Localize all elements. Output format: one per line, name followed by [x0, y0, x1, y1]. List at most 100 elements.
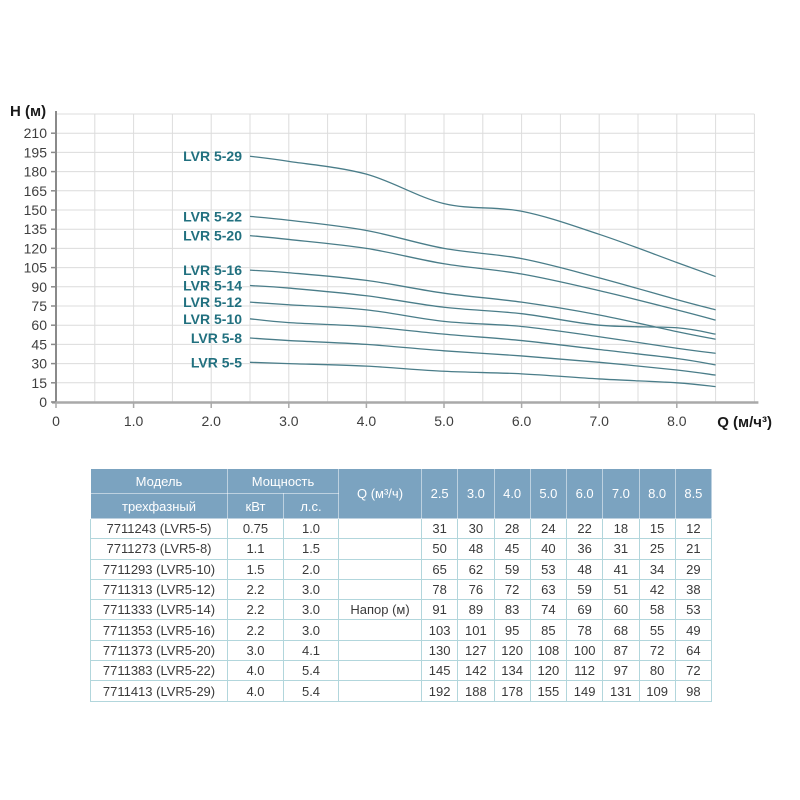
header-hp: л.с.: [282, 493, 340, 519]
model-cell: 7711353 (LVR5-16): [90, 619, 228, 641]
value-cell: 112: [566, 660, 604, 682]
value-cell: 36: [566, 538, 604, 560]
curve-LVR-5-5: [249, 361, 716, 388]
value-cell: 51: [602, 578, 640, 601]
napor-cell: [338, 619, 423, 641]
series-label-LVR-5-29: LVR 5-29: [183, 148, 242, 164]
y-tick-label: 15: [31, 375, 47, 391]
napor-cell: [338, 639, 423, 662]
value-cell: 120: [493, 639, 531, 662]
kw-cell: 2.2: [227, 619, 284, 641]
value-cell: 155: [529, 680, 568, 702]
value-cell: 68: [602, 619, 640, 641]
y-tick-label: 60: [31, 317, 47, 333]
table-row: 7711293 (LVR5-10) 1.5 2.0 65 62 59 53 48 41 34 29: [90, 558, 713, 580]
table-row: 7711243 (LVR5-5) 0.75 1.0 31 30 28 24 22 18 15 12: [90, 517, 713, 540]
x-tick-label: 0: [52, 413, 60, 429]
y-tick-label: 180: [24, 164, 48, 180]
y-tick-label: 165: [24, 183, 48, 199]
value-cell: 74: [529, 599, 568, 621]
header-q-value: 6.0: [566, 468, 604, 519]
x-tick-label: 6.0: [512, 413, 532, 429]
table-row: 7711383 (LVR5-22) 4.0 5.4 145 142 134 120 112 97…: [90, 660, 713, 682]
x-axis-title: Q (м/ч³): [717, 414, 772, 431]
hp-cell: 3.0: [282, 599, 340, 621]
curve-LVR-5-8: [249, 337, 716, 376]
value-cell: 72: [638, 639, 676, 662]
curve-LVR-5-12: [249, 301, 716, 355]
value-cell: 30: [457, 517, 495, 540]
model-cell: 7711243 (LVR5-5): [90, 517, 228, 540]
value-cell: 72: [674, 660, 713, 682]
curve-LVR-5-10: [249, 318, 716, 366]
value-cell: 58: [638, 599, 676, 621]
hp-cell: 1.0: [282, 517, 340, 540]
kw-cell: 2.2: [227, 578, 284, 601]
value-cell: 192: [421, 680, 459, 702]
value-cell: 134: [493, 660, 531, 682]
value-cell: 95: [493, 619, 531, 641]
y-tick-label: 135: [24, 221, 48, 237]
series-label-LVR-5-14: LVR 5-14: [183, 278, 242, 294]
value-cell: 31: [421, 517, 459, 540]
header-q-value: 5.0: [529, 468, 568, 519]
napor-cell: [338, 680, 423, 702]
table-header: Модель Мощность Q (м³/ч) 2.5 3.0 4.0 5.0 6.0…: [90, 468, 713, 519]
value-cell: 149: [566, 680, 604, 702]
model-cell: 7711293 (LVR5-10): [90, 558, 228, 580]
table-row: 7711313 (LVR5-12) 2.2 3.0 78 76 72 63 59 51 42 38: [90, 578, 713, 601]
value-cell: 91: [421, 599, 459, 621]
y-tick-label: 45: [31, 336, 47, 352]
table-row: 7711333 (LVR5-14) 2.2 3.0 Напор (м) 91 89 83 74…: [90, 599, 713, 621]
y-tick-label: 105: [24, 260, 48, 276]
series-label-LVR-5-20: LVR 5-20: [183, 228, 242, 244]
napor-cell: [338, 660, 423, 682]
value-cell: 109: [638, 680, 676, 702]
header-power: Мощность: [226, 468, 340, 494]
series-label-LVR-5-16: LVR 5-16: [183, 262, 242, 278]
value-cell: 21: [674, 538, 713, 560]
x-tick-label: 2.0: [201, 413, 221, 429]
value-cell: 76: [457, 578, 495, 601]
model-cell: 7711273 (LVR5-8): [90, 538, 228, 560]
x-tick-label: 8.0: [667, 413, 687, 429]
value-cell: 83: [493, 599, 531, 621]
value-cell: 12: [674, 517, 713, 540]
value-cell: 53: [529, 558, 568, 580]
value-cell: 69: [566, 599, 604, 621]
value-cell: 48: [566, 558, 604, 580]
value-cell: 108: [529, 639, 568, 662]
value-cell: 97: [602, 660, 640, 682]
hp-cell: 2.0: [282, 558, 340, 580]
header-q-value: 7.0: [602, 468, 640, 519]
header-model-phase: трехфазный: [90, 493, 228, 519]
value-cell: 18: [602, 517, 640, 540]
value-cell: 38: [674, 578, 713, 601]
napor-cell: [338, 517, 423, 540]
model-cell: 7711373 (LVR5-20): [90, 639, 228, 662]
value-cell: 80: [638, 660, 676, 682]
kw-cell: 4.0: [227, 680, 284, 702]
kw-cell: 3.0: [227, 639, 284, 662]
table-row: 7711273 (LVR5-8) 1.1 1.5 50 48 45 40 36 31 25 21: [90, 538, 713, 560]
x-tick-label: 1.0: [124, 413, 144, 429]
y-tick-label: 90: [31, 279, 47, 295]
header-model: Модель: [90, 468, 228, 494]
table-row: 7711413 (LVR5-29) 4.0 5.4 192 188 178 155 149 13…: [90, 680, 713, 702]
value-cell: 101: [457, 619, 495, 641]
hp-cell: 3.0: [282, 578, 340, 601]
value-cell: 50: [421, 538, 459, 560]
hp-cell: 1.5: [282, 538, 340, 560]
curve-LVR-5-14: [249, 284, 716, 335]
hp-cell: 4.1: [282, 639, 340, 662]
header-kw: кВт: [227, 493, 284, 519]
value-cell: 55: [638, 619, 676, 641]
value-cell: 40: [529, 538, 568, 560]
value-cell: 145: [421, 660, 459, 682]
x-tick-label: 7.0: [589, 413, 609, 429]
y-tick-label: 195: [24, 144, 48, 160]
y-tick-label: 75: [31, 298, 47, 314]
pump-performance-chart: 0 15 30 45 60 75 90 105 120 135 150 165 180 195 210 0 1.…: [10, 103, 772, 431]
series-label-LVR-5-10: LVR 5-10: [183, 311, 242, 327]
kw-cell: 1.1: [227, 538, 284, 560]
